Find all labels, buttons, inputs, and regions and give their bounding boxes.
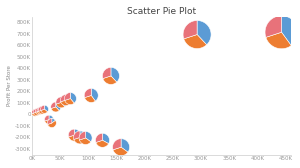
Polygon shape xyxy=(70,93,76,103)
Polygon shape xyxy=(74,137,86,144)
Polygon shape xyxy=(45,118,53,124)
Polygon shape xyxy=(35,108,39,112)
Polygon shape xyxy=(49,115,53,120)
Polygon shape xyxy=(61,97,67,107)
Polygon shape xyxy=(111,67,119,82)
Polygon shape xyxy=(95,133,103,142)
Polygon shape xyxy=(35,109,38,115)
Polygon shape xyxy=(121,139,130,152)
Polygon shape xyxy=(37,109,40,114)
Polygon shape xyxy=(266,32,291,49)
Polygon shape xyxy=(103,133,110,144)
Polygon shape xyxy=(32,113,37,116)
Polygon shape xyxy=(113,147,128,156)
Polygon shape xyxy=(84,89,91,98)
Polygon shape xyxy=(281,16,298,46)
Polygon shape xyxy=(103,76,117,85)
Polygon shape xyxy=(47,120,56,128)
Polygon shape xyxy=(80,131,86,140)
Polygon shape xyxy=(96,140,109,147)
Polygon shape xyxy=(56,102,64,108)
Polygon shape xyxy=(44,105,49,112)
Polygon shape xyxy=(40,107,44,113)
Polygon shape xyxy=(91,89,98,101)
Polygon shape xyxy=(51,102,56,109)
Polygon shape xyxy=(79,132,85,140)
Polygon shape xyxy=(42,106,46,113)
Polygon shape xyxy=(183,20,197,39)
Title: Scatter Pie Plot: Scatter Pie Plot xyxy=(127,7,196,16)
Polygon shape xyxy=(80,138,91,144)
Polygon shape xyxy=(56,102,61,111)
Polygon shape xyxy=(65,99,74,104)
Polygon shape xyxy=(39,108,42,114)
Polygon shape xyxy=(61,100,70,106)
Polygon shape xyxy=(66,95,71,104)
Polygon shape xyxy=(74,131,80,139)
Polygon shape xyxy=(112,139,121,150)
Polygon shape xyxy=(85,132,92,142)
Polygon shape xyxy=(85,95,95,102)
Polygon shape xyxy=(56,97,61,104)
Polygon shape xyxy=(69,135,80,141)
Polygon shape xyxy=(197,20,211,45)
Polygon shape xyxy=(47,119,52,124)
Polygon shape xyxy=(33,109,37,113)
Polygon shape xyxy=(74,129,80,138)
Polygon shape xyxy=(68,129,74,137)
Polygon shape xyxy=(33,112,39,116)
Polygon shape xyxy=(37,111,43,114)
Polygon shape xyxy=(41,109,48,113)
Polygon shape xyxy=(40,105,44,111)
Polygon shape xyxy=(37,107,41,112)
Polygon shape xyxy=(265,16,281,37)
Y-axis label: Profit Per Store: Profit Per Store xyxy=(7,65,12,106)
Polygon shape xyxy=(184,35,207,49)
Polygon shape xyxy=(38,110,45,114)
Polygon shape xyxy=(35,111,41,115)
Polygon shape xyxy=(44,115,49,121)
Polygon shape xyxy=(60,95,66,102)
Polygon shape xyxy=(38,106,42,111)
Polygon shape xyxy=(102,67,111,79)
Polygon shape xyxy=(51,107,59,112)
Polygon shape xyxy=(32,109,35,114)
Polygon shape xyxy=(52,119,56,123)
Polygon shape xyxy=(64,93,70,100)
